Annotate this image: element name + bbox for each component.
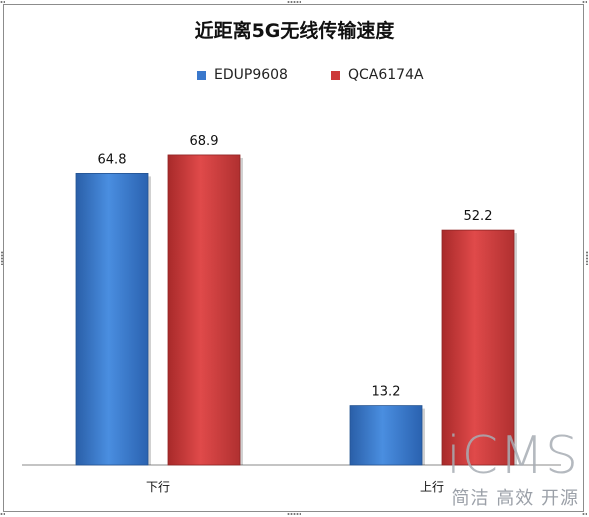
bar-series-2-2 [441, 229, 515, 466]
resize-handle-left[interactable] [0, 251, 4, 265]
resize-handle-right[interactable] [585, 251, 589, 265]
x-tick-label: 上行 [420, 480, 444, 494]
resize-handle-bottom-right[interactable] [582, 512, 587, 516]
data-label: 64.8 [98, 152, 127, 167]
legend-item-series-1: EDUP9608 [197, 67, 288, 83]
data-label: 52.2 [464, 209, 493, 224]
legend-item-series-2: QCA6174A [331, 67, 424, 83]
data-label: 13.2 [372, 385, 401, 400]
watermark-slogan: 简洁 高效 开源 [451, 488, 579, 509]
legend-swatch-series-1 [197, 70, 206, 80]
resize-handle-bottom[interactable] [287, 512, 301, 516]
resize-handle-top-left[interactable] [0, 0, 5, 4]
watermark-logo: iCMS [446, 426, 579, 486]
chart-title: 近距离5G无线传输速度 [194, 20, 395, 42]
watermark: iCMS 简洁 高效 开源 [446, 430, 579, 510]
bar-series-1-2 [349, 405, 423, 466]
chart-legend: EDUP9608 QCA6174A [0, 67, 589, 87]
data-label: 68.9 [190, 134, 219, 149]
resize-handle-top-right[interactable] [582, 0, 587, 4]
bar-series-1-1 [75, 172, 149, 466]
legend-label-series-2: QCA6174A [348, 67, 424, 83]
legend-swatch-series-2 [331, 70, 340, 80]
resize-handle-top[interactable] [287, 0, 301, 4]
legend-label-series-1: EDUP9608 [214, 67, 288, 83]
resize-handle-bottom-left[interactable] [0, 512, 5, 516]
bar-series-2-1 [167, 154, 241, 466]
x-tick-label: 下行 [146, 480, 170, 494]
